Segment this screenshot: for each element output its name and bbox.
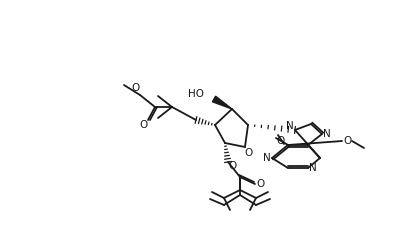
Text: N: N [263,153,271,163]
Text: N: N [286,121,294,131]
Text: N: N [309,163,317,173]
Text: O: O [343,136,351,146]
Text: O: O [256,179,264,189]
Polygon shape [212,96,232,109]
Text: O: O [139,120,147,130]
Text: N: N [323,129,331,139]
Text: O: O [228,161,236,171]
Text: O: O [131,83,139,93]
Text: O: O [276,136,284,146]
Text: O: O [244,148,252,158]
Text: HO: HO [188,89,204,99]
